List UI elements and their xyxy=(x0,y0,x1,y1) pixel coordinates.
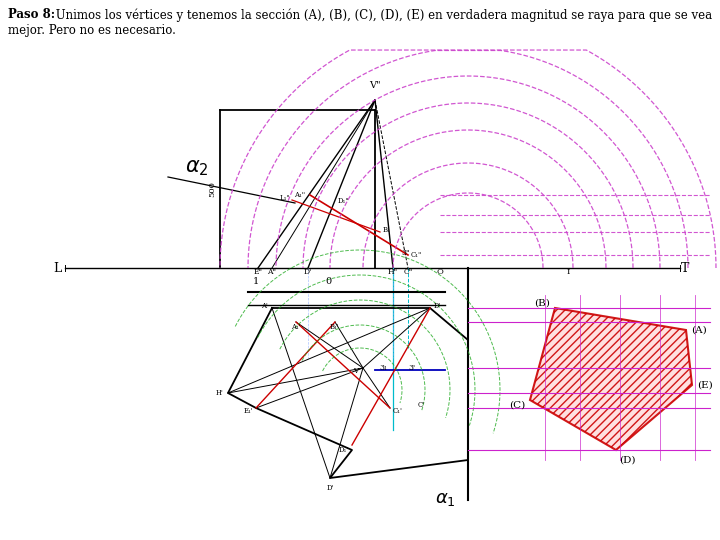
Text: (D): (D) xyxy=(619,456,636,464)
Text: L₁": L₁" xyxy=(279,194,290,202)
Text: mejor. Pero no es necesario.: mejor. Pero no es necesario. xyxy=(8,24,176,37)
Text: D₁": D₁" xyxy=(337,197,348,205)
Text: 3₁: 3₁ xyxy=(379,364,387,372)
Text: $\alpha_1$: $\alpha_1$ xyxy=(436,490,456,508)
Text: (C): (C) xyxy=(509,401,525,409)
Text: (A): (A) xyxy=(691,326,707,334)
Text: H": H" xyxy=(388,268,398,276)
Text: D': D' xyxy=(434,302,441,310)
Text: B₁': B₁' xyxy=(330,323,340,331)
Text: 3': 3' xyxy=(408,364,415,372)
Text: 500: 500 xyxy=(208,181,216,197)
Text: A₁': A₁' xyxy=(291,323,301,331)
Text: T: T xyxy=(681,261,689,274)
Text: A": A" xyxy=(268,268,276,276)
Text: (B): (B) xyxy=(534,299,550,307)
Text: C": C" xyxy=(403,268,413,276)
Text: I: I xyxy=(567,268,570,276)
Text: C₁": C₁" xyxy=(411,251,423,259)
Text: O: O xyxy=(436,268,444,276)
Text: D₁': D₁' xyxy=(338,446,349,454)
Text: (E): (E) xyxy=(697,381,713,389)
Text: C': C' xyxy=(418,401,425,409)
Text: E₁': E₁' xyxy=(243,407,253,415)
Text: A': A' xyxy=(261,302,268,310)
Text: $\alpha_2$: $\alpha_2$ xyxy=(185,158,209,178)
Text: V': V' xyxy=(353,367,360,375)
Text: C₁': C₁' xyxy=(393,407,403,415)
Text: A₁": A₁" xyxy=(294,191,305,199)
Text: E": E" xyxy=(253,268,263,276)
Text: D': D' xyxy=(326,484,333,492)
Text: Unimos los vértices y tenemos la sección (A), (B), (C), (D), (E) en verdadera ma: Unimos los vértices y tenemos la sección… xyxy=(52,8,712,22)
Text: 3": 3" xyxy=(401,249,410,257)
Text: H': H' xyxy=(216,389,224,397)
Text: D': D' xyxy=(304,268,312,276)
Text: V": V" xyxy=(369,81,381,90)
Text: L: L xyxy=(53,261,61,274)
Text: 1: 1 xyxy=(253,277,259,286)
Text: B₁: B₁ xyxy=(383,226,391,234)
Text: 0: 0 xyxy=(325,277,331,286)
Polygon shape xyxy=(530,308,692,450)
Text: Paso 8:: Paso 8: xyxy=(8,8,55,21)
